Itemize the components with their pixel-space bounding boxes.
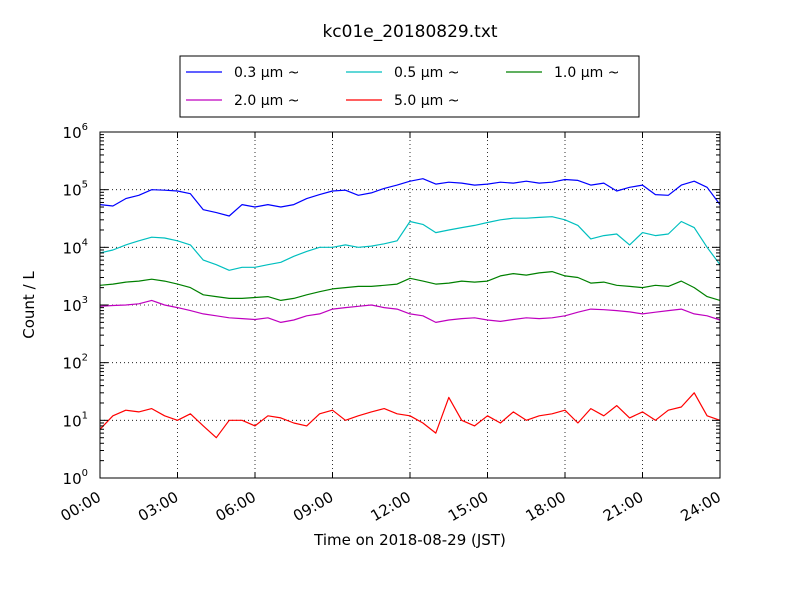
legend-label: 2.0 μm ~ — [234, 93, 299, 109]
chart-title: kc01e_20180829.txt — [322, 22, 497, 42]
y-tick-label: 104 — [63, 237, 88, 257]
legend-label: 1.0 μm ~ — [554, 65, 619, 81]
series-line-2-0um — [99, 299, 721, 323]
series-line-0-3um — [99, 178, 721, 217]
legend-box — [179, 55, 640, 118]
y-tick-label: 105 — [63, 180, 88, 200]
grid — [100, 132, 720, 478]
x-axis-title: Time on 2018-08-29 (JST) — [313, 531, 506, 549]
y-tick-label: 101 — [63, 410, 88, 430]
plot-lines — [99, 178, 721, 439]
y-tick-label: 106 — [63, 122, 88, 142]
legend-label: 0.3 μm ~ — [234, 65, 299, 81]
legend-label: 0.5 μm ~ — [394, 65, 459, 81]
series-line-5-0um — [99, 392, 721, 439]
series-line-0-5um — [99, 216, 721, 271]
y-tick-label: 103 — [63, 295, 88, 315]
y-tick-label: 100 — [63, 468, 88, 488]
series-line-1-0um — [99, 271, 721, 301]
legend: 0.3 μm ~ 0.5 μm ~ 1.0 μm ~ 2.0 μm ~ 5.0 μm ~ — [179, 55, 640, 118]
y-axis-title: Count / L — [20, 271, 38, 339]
legend-label: 5.0 μm ~ — [394, 93, 459, 109]
y-tick-label: 102 — [63, 353, 88, 373]
